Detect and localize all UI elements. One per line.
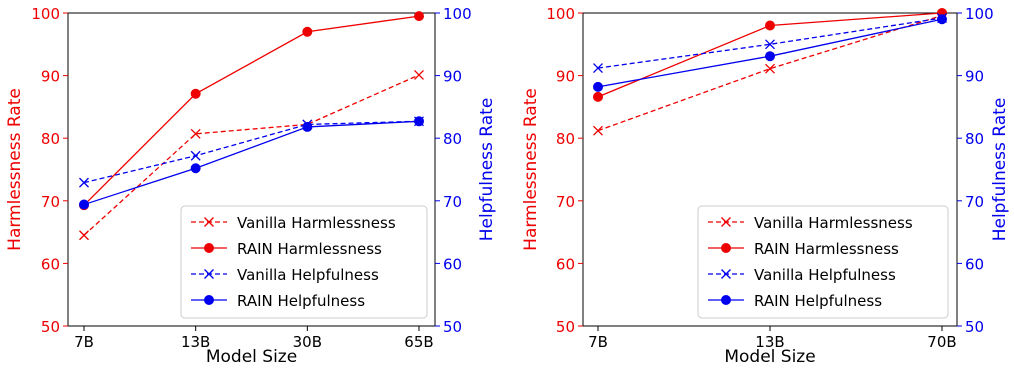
left-y-axis-label: Harmlessness Rate xyxy=(521,88,541,251)
x-axis-label: Model Size xyxy=(206,347,297,367)
right-y-tick-label: 70 xyxy=(443,193,462,211)
right-y-tick-label: 50 xyxy=(965,318,984,336)
data-point xyxy=(79,199,89,210)
x-tick-label: 30B xyxy=(293,333,322,351)
data-point xyxy=(79,177,89,188)
legend-marker xyxy=(204,217,214,227)
series-line xyxy=(597,14,943,132)
legend-box xyxy=(180,205,428,319)
data-point xyxy=(593,125,603,136)
data-point xyxy=(79,230,89,241)
data-point xyxy=(414,70,424,80)
data-point xyxy=(593,63,603,74)
data-point xyxy=(302,26,313,37)
x-tick-label: 13B xyxy=(755,333,784,351)
legend-marker xyxy=(721,217,731,227)
data-point xyxy=(765,63,775,74)
legend: Vanilla Harmlessness RAIN Harmlessness Van… xyxy=(180,205,428,319)
x-tick-label: 7B xyxy=(588,333,608,351)
data-point xyxy=(593,81,603,92)
series-vanilla-helpfulness xyxy=(79,116,424,188)
x-tick-label: 13B xyxy=(181,333,210,351)
legend-label: RAIN Helpfulness xyxy=(754,292,882,310)
series-rain-harmlessness xyxy=(593,8,947,102)
right-y-tick-label: 70 xyxy=(965,193,984,211)
series-rain-harmlessness xyxy=(79,11,424,211)
series-line xyxy=(83,74,420,236)
legend-label: RAIN Harmlessness xyxy=(754,240,899,258)
right-y-tick-label: 90 xyxy=(965,68,984,86)
right-y-tick-label: 100 xyxy=(443,5,472,23)
data-point xyxy=(190,150,201,161)
left-y-tick-label: 70 xyxy=(556,193,575,211)
data-point xyxy=(190,88,201,99)
legend-label: Vanilla Harmlessness xyxy=(237,214,396,232)
right-y-axis-label: Helpfulness Rate xyxy=(990,98,1010,242)
legend-marker xyxy=(204,269,214,279)
chart-panel-1: 50 60 70 80 90 100 50 60 70 80 90 100 7B 13B 30B 65B Mod… xyxy=(5,5,497,367)
right-y-tick-label: 60 xyxy=(443,255,462,273)
x-tick-label: 7B xyxy=(74,333,94,351)
series-line xyxy=(83,15,420,206)
data-point xyxy=(765,39,775,50)
data-point xyxy=(302,121,313,132)
right-y-tick-label: 80 xyxy=(965,130,984,148)
left-y-tick-label: 90 xyxy=(556,68,575,86)
data-point xyxy=(937,14,947,25)
legend-marker xyxy=(204,295,214,305)
legend-label: Vanilla Harmlessness xyxy=(754,214,913,232)
series-rain-helpfulness xyxy=(593,14,947,92)
left-y-axis-label: Harmlessness Rate xyxy=(5,88,25,251)
left-y-tick-label: 60 xyxy=(556,255,575,273)
x-tick-label: 65B xyxy=(404,333,433,351)
data-point xyxy=(190,163,201,174)
plot-frame xyxy=(67,12,436,327)
right-y-tick-label: 100 xyxy=(965,5,994,23)
data-point xyxy=(765,51,775,62)
right-y-tick-label: 90 xyxy=(443,68,462,86)
series-vanilla-helpfulness xyxy=(593,13,947,74)
legend-label: Vanilla Helpfulness xyxy=(237,266,379,284)
left-y-tick-label: 60 xyxy=(41,255,60,273)
series-line xyxy=(83,120,420,206)
legend-label: RAIN Harmlessness xyxy=(237,240,382,258)
right-y-tick-label: 80 xyxy=(443,130,462,148)
right-y-tick-label: 50 xyxy=(443,318,462,336)
legend-marker xyxy=(721,295,731,305)
left-y-tick-label: 80 xyxy=(41,130,60,148)
series-line xyxy=(83,120,420,184)
data-point xyxy=(190,128,201,139)
legend-marker xyxy=(721,269,731,279)
legend-label: RAIN Helpfulness xyxy=(237,292,365,310)
data-point xyxy=(765,20,775,31)
data-point xyxy=(414,116,424,127)
right-y-tick-label: 60 xyxy=(965,255,984,273)
legend-marker xyxy=(721,243,731,253)
left-y-tick-label: 100 xyxy=(31,5,60,23)
left-y-tick-label: 90 xyxy=(41,68,60,86)
left-y-tick-label: 70 xyxy=(41,193,60,211)
legend: Vanilla Harmlessness RAIN Harmlessness Van… xyxy=(697,205,949,319)
right-y-axis-label: Helpfulness Rate xyxy=(477,98,497,242)
left-y-tick-label: 50 xyxy=(556,318,575,336)
series-line xyxy=(597,17,943,69)
x-axis-label: Model Size xyxy=(724,347,815,367)
legend-box xyxy=(697,205,949,319)
legend-marker xyxy=(204,243,214,253)
x-tick-label: 70B xyxy=(927,333,956,351)
series-rain-helpfulness xyxy=(79,116,424,210)
legend-label: Vanilla Helpfulness xyxy=(754,266,896,284)
data-point xyxy=(593,91,603,102)
data-point xyxy=(414,11,424,22)
left-y-tick-label: 50 xyxy=(41,318,60,336)
left-y-tick-label: 80 xyxy=(556,130,575,148)
chart-panel-2: 50 60 70 80 90 100 50 60 70 80 90 100 7B 13B 70B Model … xyxy=(521,5,1010,367)
left-y-tick-label: 100 xyxy=(546,5,575,23)
